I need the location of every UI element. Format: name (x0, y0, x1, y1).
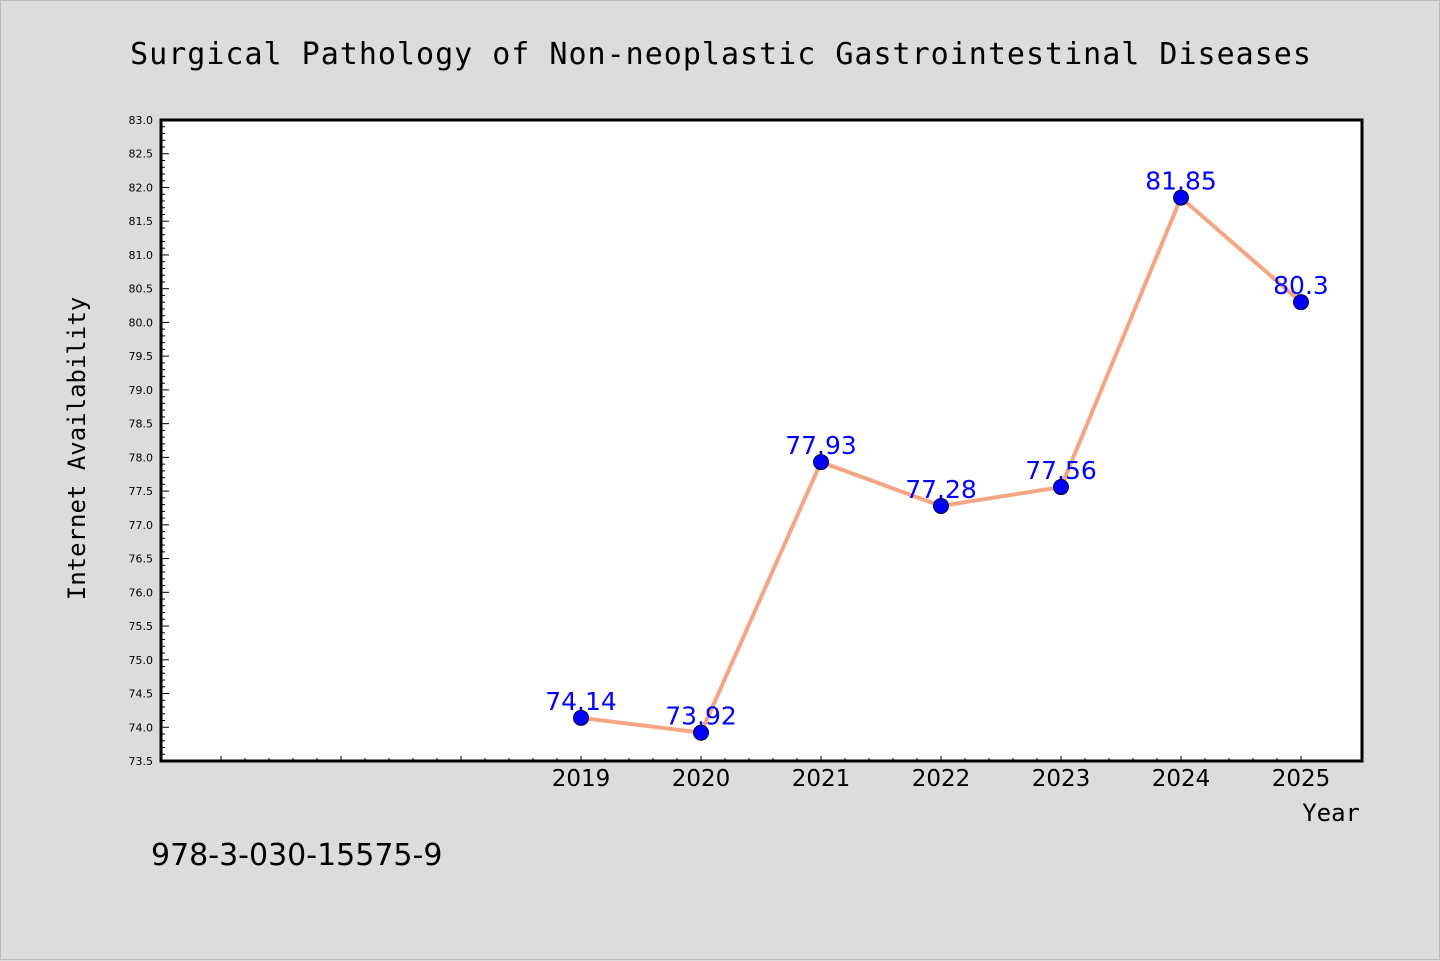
y-tick-label: 76.5 (129, 553, 154, 566)
data-point (1293, 294, 1309, 311)
data-label: 81.85 (1145, 167, 1217, 196)
data-point (813, 454, 829, 471)
isbn-text: 978-3-030-15575-9 (151, 838, 442, 873)
y-tick-label: 73.5 (129, 755, 154, 768)
y-tick-label: 77.5 (129, 485, 154, 498)
y-tick-label: 83.0 (129, 114, 154, 127)
y-tick-label: 77.0 (129, 519, 154, 532)
series-group: 74.14 73.92 77.93 77.28 77.56 81.85 80.3 (545, 167, 1329, 741)
chart-title: Surgical Pathology of Non-neoplastic Gas… (130, 37, 1312, 72)
y-tick-label: 79.0 (129, 384, 154, 397)
x-tick-label: 2020 (672, 766, 731, 792)
y-tick-label: 75.0 (129, 654, 154, 667)
y-axis-label: Internet Availability (63, 297, 91, 600)
x-tick-label: 2022 (912, 766, 971, 792)
y-tick-label: 78.0 (129, 451, 154, 464)
y-tick-label: 80.5 (129, 283, 154, 296)
y-tick-label: 81.0 (129, 249, 154, 262)
x-axis-label: Year (1302, 799, 1360, 827)
y-tick-label: 80.0 (129, 316, 154, 329)
data-label: 73.92 (665, 702, 737, 731)
data-label: 80.3 (1273, 271, 1329, 300)
y-tick-label: 78.5 (129, 418, 154, 431)
data-label: 74.14 (545, 687, 617, 716)
y-tick-label: 75.5 (129, 620, 154, 633)
data-point (1173, 189, 1189, 206)
data-point (573, 709, 589, 726)
y-tick-label: 82.5 (129, 148, 154, 161)
y-axis: 73.5 74.0 74.5 75.0 75.5 76.0 76.5 77.0 77.5 78.0… (129, 114, 169, 768)
x-tick-label: 2023 (1032, 766, 1091, 792)
x-axis: 2019 2020 2021 2022 2023 2024 2025 (220, 756, 1331, 792)
data-label: 77.56 (1025, 456, 1097, 485)
x-tick-label: 2021 (792, 766, 851, 792)
y-tick-label: 82.0 (129, 181, 154, 194)
y-tick-label: 74.0 (129, 721, 154, 734)
data-label: 77.28 (905, 475, 977, 504)
x-tick-label: 2024 (1152, 766, 1211, 792)
y-tick-label: 76.0 (129, 586, 154, 599)
data-point (1053, 479, 1069, 496)
y-tick-label: 81.5 (129, 215, 154, 228)
x-tick-label: 2019 (552, 766, 611, 792)
data-point (693, 724, 709, 741)
y-tick-label: 74.5 (129, 688, 154, 701)
data-point (933, 497, 949, 514)
data-label: 77.93 (785, 431, 857, 460)
plot-area (159, 118, 1364, 763)
y-tick-label: 79.5 (129, 350, 154, 363)
x-tick-label: 2025 (1272, 766, 1331, 792)
